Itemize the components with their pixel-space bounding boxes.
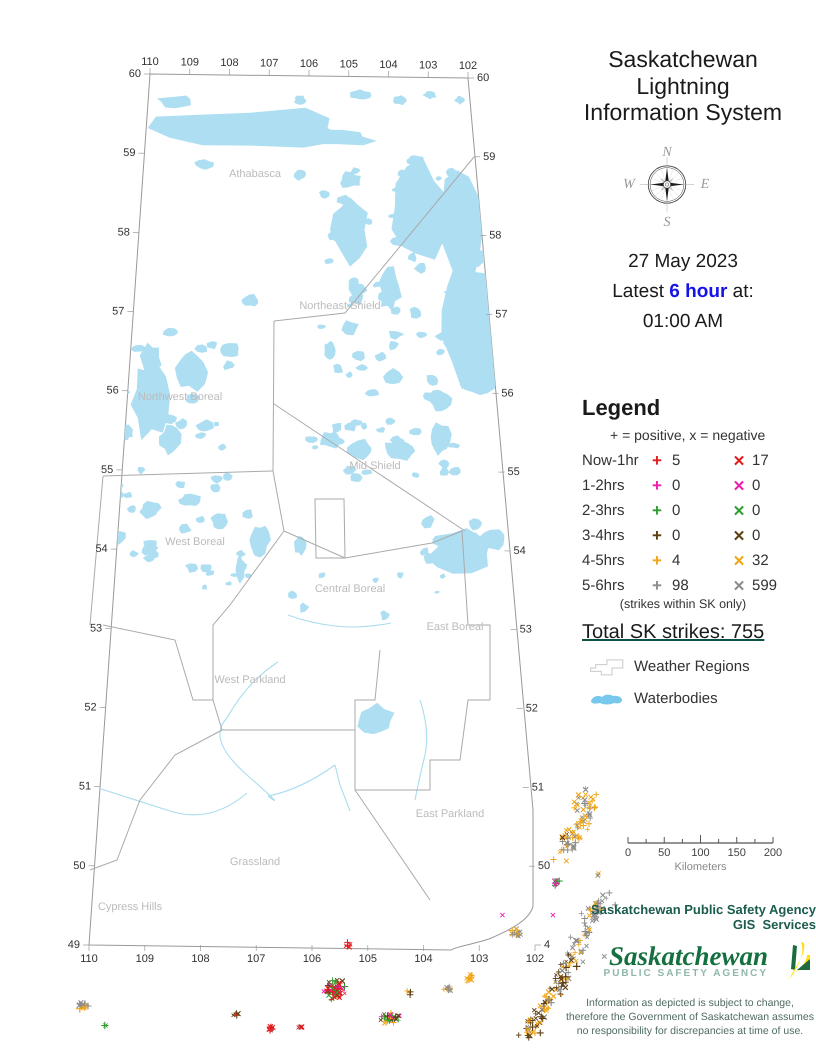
svg-text:56: 56 bbox=[501, 387, 513, 399]
svg-text:Kilometers: Kilometers bbox=[675, 861, 727, 873]
svg-text:N: N bbox=[661, 145, 672, 160]
svg-text:57: 57 bbox=[112, 306, 124, 318]
svg-text:55: 55 bbox=[508, 466, 520, 478]
svg-text:106: 106 bbox=[303, 953, 321, 965]
svg-text:102: 102 bbox=[459, 60, 477, 72]
svg-text:51: 51 bbox=[79, 781, 91, 793]
svg-text:58: 58 bbox=[118, 226, 130, 238]
svg-text:52: 52 bbox=[526, 703, 538, 715]
svg-text:Mid Shield: Mid Shield bbox=[349, 460, 400, 472]
svg-text:East Parkland: East Parkland bbox=[416, 808, 484, 820]
svg-text:Athabasca: Athabasca bbox=[229, 168, 282, 180]
svg-text:52: 52 bbox=[84, 702, 96, 714]
svg-text:104: 104 bbox=[379, 59, 397, 71]
svg-text:49: 49 bbox=[68, 939, 80, 951]
svg-text:103: 103 bbox=[419, 60, 437, 72]
svg-text:Northeast Shield: Northeast Shield bbox=[299, 300, 380, 312]
svg-text:West Boreal: West Boreal bbox=[165, 536, 225, 548]
svg-text:104: 104 bbox=[414, 953, 432, 965]
svg-text:59: 59 bbox=[483, 151, 495, 163]
svg-text:54: 54 bbox=[95, 543, 107, 555]
svg-text:53: 53 bbox=[520, 624, 532, 636]
svg-text:106: 106 bbox=[300, 58, 318, 70]
svg-text:200: 200 bbox=[764, 847, 782, 859]
svg-text:60: 60 bbox=[129, 68, 141, 80]
svg-text:102: 102 bbox=[526, 953, 544, 965]
svg-text:54: 54 bbox=[514, 545, 526, 557]
svg-text:109: 109 bbox=[181, 57, 199, 69]
svg-text:50: 50 bbox=[538, 860, 550, 872]
svg-text:150: 150 bbox=[728, 847, 746, 859]
svg-text:60: 60 bbox=[477, 72, 489, 84]
svg-text:110: 110 bbox=[141, 56, 159, 68]
svg-text:56: 56 bbox=[107, 385, 119, 397]
svg-text:Central Boreal: Central Boreal bbox=[315, 583, 385, 595]
svg-text:105: 105 bbox=[359, 953, 377, 965]
svg-text:East Boreal: East Boreal bbox=[427, 621, 484, 633]
svg-text:51: 51 bbox=[532, 781, 544, 793]
svg-text:110: 110 bbox=[80, 953, 98, 965]
svg-text:55: 55 bbox=[101, 464, 113, 476]
svg-text:0: 0 bbox=[625, 847, 631, 859]
svg-text:50: 50 bbox=[658, 847, 670, 859]
svg-text:50: 50 bbox=[73, 860, 85, 872]
svg-text:58: 58 bbox=[489, 230, 501, 242]
svg-text:108: 108 bbox=[220, 57, 238, 69]
svg-text:W: W bbox=[623, 177, 636, 192]
svg-text:107: 107 bbox=[260, 58, 278, 70]
svg-text:West Parkland: West Parkland bbox=[214, 674, 285, 686]
svg-text:57: 57 bbox=[495, 309, 507, 321]
svg-text:S: S bbox=[664, 215, 671, 230]
svg-text:E: E bbox=[700, 177, 710, 192]
svg-text:53: 53 bbox=[90, 622, 102, 634]
svg-text:103: 103 bbox=[470, 953, 488, 965]
svg-text:100: 100 bbox=[691, 847, 709, 859]
svg-text:109: 109 bbox=[136, 953, 154, 965]
svg-text:107: 107 bbox=[247, 953, 265, 965]
svg-text:59: 59 bbox=[123, 147, 135, 159]
svg-text:Northwest Boreal: Northwest Boreal bbox=[138, 391, 222, 403]
svg-text:105: 105 bbox=[340, 59, 358, 71]
svg-text:Cypress Hills: Cypress Hills bbox=[98, 901, 163, 913]
svg-text:Grassland: Grassland bbox=[230, 856, 280, 868]
svg-text:108: 108 bbox=[191, 953, 209, 965]
